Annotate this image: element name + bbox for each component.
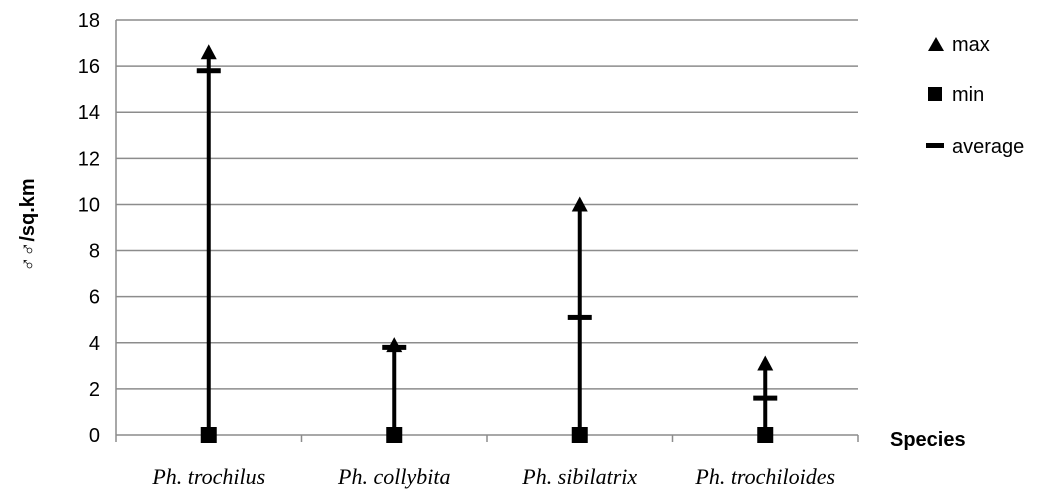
x-axis [115,20,859,442]
y-tick-label: 4 [89,333,100,355]
y-tick-label: 16 [78,56,100,78]
average-marker [382,344,407,350]
max-marker [571,196,588,212]
y-tick-label: 14 [78,102,100,124]
y-axis-title: ♂♂/sq.km [17,178,39,271]
y-tick-label: 6 [89,287,100,309]
data-marks [196,44,778,443]
category-label: Ph. trochiloides [694,464,835,489]
min-marker [757,427,774,443]
y-tick-label: 2 [89,379,100,401]
y-tick-labels: 0 2 4 6 8 10 12 14 16 18 [78,10,100,447]
legend-min-label: min [952,84,984,106]
max-marker [757,355,774,371]
legend-min-marker [928,87,942,101]
category-label: Ph. collybita [337,464,450,489]
legend-average-marker [926,143,944,148]
y-tick-label: 12 [78,148,100,170]
average-marker [196,68,221,74]
min-marker [571,427,588,443]
legend-max-marker [928,37,944,51]
category-labels: Ph. trochilus Ph. collybita Ph. sibilatrix… [151,464,835,489]
legend: max min average [926,34,1024,158]
y-tick-label: 10 [78,194,100,216]
category-label: Ph. sibilatrix [521,464,637,489]
min-marker [200,427,217,443]
y-tick-label: 18 [78,10,100,32]
gridlines [116,19,858,436]
average-marker [753,395,778,401]
legend-max-label: max [952,34,990,56]
max-marker [200,44,217,60]
y-tick-label: 8 [89,241,100,263]
y-tick-label: 0 [89,425,100,447]
x-axis-title: Species [890,429,966,451]
min-marker [386,427,403,443]
category-label: Ph. trochilus [151,464,265,489]
average-marker [567,314,592,320]
legend-average-label: average [952,136,1024,158]
